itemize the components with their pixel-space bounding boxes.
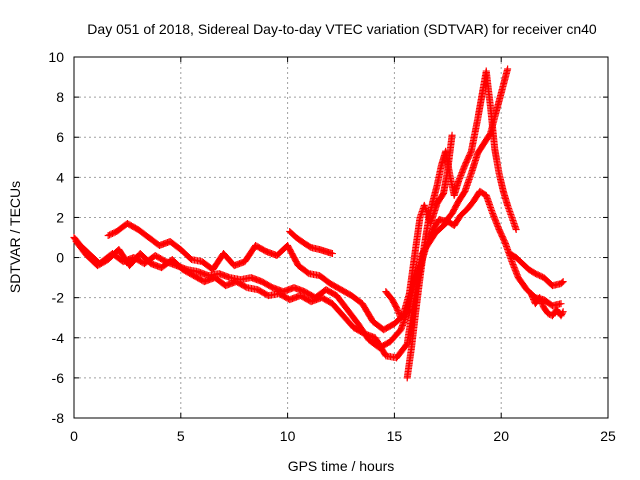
- series-track-h: [506, 250, 567, 290]
- series-track-c: [104, 131, 456, 334]
- series-track-f: [382, 288, 405, 322]
- data-point-marker: [328, 250, 336, 258]
- series-track-d: [403, 67, 520, 382]
- y-tick-label: 8: [56, 89, 64, 105]
- x-tick-label: 15: [387, 428, 403, 444]
- y-tick-label: -6: [52, 370, 65, 386]
- plot-frame: [73, 56, 609, 419]
- data-point-marker: [559, 308, 567, 316]
- y-tick-label: -2: [52, 290, 65, 306]
- data-point-marker: [559, 278, 567, 286]
- y-tick-label: -4: [52, 330, 65, 346]
- data-point-marker: [558, 279, 566, 287]
- grid-lines: [74, 57, 608, 418]
- data-point-marker: [448, 131, 456, 139]
- y-tick-label: 2: [56, 209, 64, 225]
- data-markers: [70, 65, 567, 382]
- x-tick-label: 20: [493, 428, 509, 444]
- data-point-marker: [504, 65, 512, 73]
- data-point-marker: [397, 314, 405, 322]
- x-tick-label: 25: [600, 428, 616, 444]
- data-point-marker: [557, 300, 565, 308]
- axis-ticks: 0 5 10 15 20 25 -8 -6 -4 -2 0 2 4 6 8 10: [48, 49, 616, 444]
- series-track-b: [72, 65, 512, 362]
- series-track-e: [286, 227, 336, 258]
- y-tick-label: 6: [56, 129, 64, 145]
- y-tick-label: 4: [56, 169, 64, 185]
- y-tick-label: 0: [56, 250, 64, 266]
- y-tick-label: -8: [52, 410, 65, 426]
- data-point-marker: [512, 225, 520, 233]
- y-tick-label: 10: [48, 49, 64, 65]
- x-tick-label: 10: [280, 428, 296, 444]
- data-point-marker: [396, 312, 404, 320]
- series-track-a: [70, 187, 565, 352]
- data-point-marker: [558, 309, 566, 317]
- x-tick-label: 0: [70, 428, 78, 444]
- y-axis-label: SDTVAR / TECUs: [7, 181, 23, 293]
- chart-title: Day 051 of 2018, Sidereal Day-to-day VTE…: [87, 21, 597, 37]
- x-tick-label: 5: [177, 428, 185, 444]
- series-track-g: [527, 290, 567, 320]
- x-axis-label: GPS time / hours: [288, 458, 395, 474]
